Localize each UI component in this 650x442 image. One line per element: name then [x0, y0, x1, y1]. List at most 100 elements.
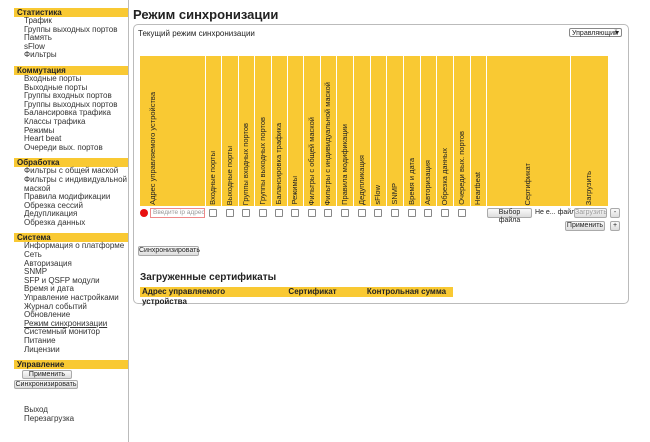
- nav-link[interactable]: SFP и QSFP модули: [24, 275, 100, 285]
- nav-link[interactable]: Управление настройками: [24, 293, 119, 303]
- column-header: sFlow: [373, 185, 382, 205]
- column-separator: [303, 56, 304, 206]
- nav-link[interactable]: Память: [24, 33, 52, 43]
- nav-link[interactable]: Время и дата: [24, 284, 74, 294]
- checkbox[interactable]: [424, 209, 432, 217]
- column-header: Режимы: [290, 176, 299, 205]
- nav-link[interactable]: Очереди вых. портов: [24, 142, 103, 152]
- checkbox[interactable]: [258, 209, 267, 217]
- column-separator: [238, 56, 239, 206]
- checkbox[interactable]: [324, 209, 332, 217]
- nav-link[interactable]: Режим синхронизации: [24, 318, 108, 328]
- column-separator: [570, 56, 571, 206]
- nav-link[interactable]: Перезагрузка: [24, 414, 75, 423]
- nav-link[interactable]: Группы входных портов: [24, 91, 112, 101]
- column-header: Фильтры с общей маской: [306, 116, 316, 205]
- nav-link[interactable]: Фильтры: [24, 50, 57, 60]
- column-header: Heartbeat: [473, 172, 482, 205]
- column-header: Адрес управляемого устройства: [148, 92, 157, 205]
- button[interactable]: +: [610, 221, 620, 231]
- nav-link[interactable]: Лицензии: [24, 344, 60, 354]
- column-header: Сертификат: [523, 162, 532, 205]
- nav-link[interactable]: Сеть: [24, 250, 42, 260]
- nav-link[interactable]: Информация о платформе: [24, 241, 125, 251]
- button[interactable]: Применить: [565, 221, 605, 231]
- checkbox[interactable]: [242, 209, 250, 217]
- button[interactable]: Применить: [22, 370, 72, 380]
- label: Текущий режим синхронизации: [138, 29, 255, 38]
- table-header-cell: Контрольная сумма: [360, 287, 453, 297]
- column-separator: [453, 56, 454, 206]
- column-header: Обрезка данных: [439, 147, 449, 205]
- column-separator: [386, 56, 387, 206]
- button[interactable]: Синхронизировать: [14, 380, 78, 390]
- column-header: Балансировка трафика: [274, 123, 283, 205]
- checkbox[interactable]: [457, 209, 466, 217]
- button[interactable]: Загрузить: [574, 208, 607, 218]
- column-header: Группы входных портов: [241, 122, 250, 205]
- nav-link[interactable]: Выход: [24, 405, 48, 414]
- column-header: Дедупликация: [356, 154, 366, 205]
- column-header: Группы выходных портов: [257, 117, 267, 205]
- checkbox[interactable]: [307, 209, 316, 217]
- table-header: [140, 56, 608, 206]
- column-separator: [370, 56, 371, 206]
- select[interactable]: Управляющий: [569, 28, 622, 37]
- nav-link[interactable]: Режимы: [24, 125, 55, 135]
- button[interactable]: Выбор файла: [487, 208, 532, 224]
- button[interactable]: Синхронизировать: [138, 246, 201, 256]
- nav-link[interactable]: Обрезка сессий: [24, 200, 83, 210]
- table-header-cell: Сертификат: [265, 287, 360, 297]
- checkbox[interactable]: [275, 209, 283, 217]
- checkbox[interactable]: [291, 209, 299, 217]
- nav-link[interactable]: Группы выходных портов: [24, 24, 118, 34]
- nav-link[interactable]: Выходные порты: [24, 82, 88, 92]
- nav-link[interactable]: Журнал событий: [24, 301, 87, 311]
- button[interactable]: -: [610, 208, 620, 218]
- column-separator: [436, 56, 437, 206]
- column-separator: [336, 56, 337, 206]
- nav-link[interactable]: Классы трафика: [24, 116, 86, 126]
- nav-link[interactable]: Обрезка данных: [24, 217, 86, 227]
- checkbox[interactable]: [225, 209, 234, 217]
- nav-link[interactable]: Правила модификации: [24, 192, 111, 202]
- column-separator: [221, 56, 222, 206]
- nav-link[interactable]: Группы выходных портов: [24, 99, 118, 109]
- nav-link[interactable]: Авторизация: [24, 258, 72, 268]
- nav-link[interactable]: Питание: [24, 336, 56, 345]
- column-header: Очереди вых. портов: [456, 131, 466, 205]
- nav-link[interactable]: Входные порты: [24, 73, 82, 83]
- column-separator: [403, 56, 404, 206]
- nav-link[interactable]: Дедупликация: [24, 209, 78, 219]
- checkbox[interactable]: [209, 209, 217, 217]
- nav-link[interactable]: sFlow: [24, 41, 45, 51]
- checkbox[interactable]: [374, 209, 382, 217]
- file-status: Не е... файл: [535, 209, 576, 216]
- column-separator: [287, 56, 288, 206]
- checkbox[interactable]: [357, 209, 366, 217]
- nav-link[interactable]: Балансировка трафика: [24, 108, 111, 118]
- ip-input[interactable]: Введите ip адрес: [150, 208, 205, 218]
- nav-link[interactable]: Heart beat: [24, 134, 62, 144]
- checkbox[interactable]: [407, 209, 416, 217]
- column-separator: [470, 56, 471, 206]
- section-header: Система: [14, 233, 128, 243]
- nav-link[interactable]: Обновление: [24, 310, 71, 320]
- checkbox[interactable]: [440, 209, 449, 217]
- select-arrow: [615, 31, 619, 35]
- column-separator: [205, 56, 206, 206]
- nav-link[interactable]: Системный монитор: [24, 327, 100, 337]
- nav-link[interactable]: SNMP: [24, 267, 48, 277]
- nav-link[interactable]: Трафик: [24, 16, 52, 25]
- divider: [128, 0, 129, 442]
- checkbox[interactable]: [390, 209, 399, 217]
- status-dot: [140, 209, 148, 217]
- checkbox[interactable]: [340, 209, 349, 217]
- column-header: Загрузить: [584, 170, 593, 205]
- section-header: Коммутация: [14, 65, 128, 75]
- column-header: Фильтры с индивидуальной маской: [323, 81, 332, 205]
- nav-link[interactable]: Фильтры с индивидуальной маской: [24, 174, 128, 193]
- nav-link[interactable]: Фильтры с общей маской: [24, 166, 119, 176]
- section-header: Обработка: [14, 158, 128, 168]
